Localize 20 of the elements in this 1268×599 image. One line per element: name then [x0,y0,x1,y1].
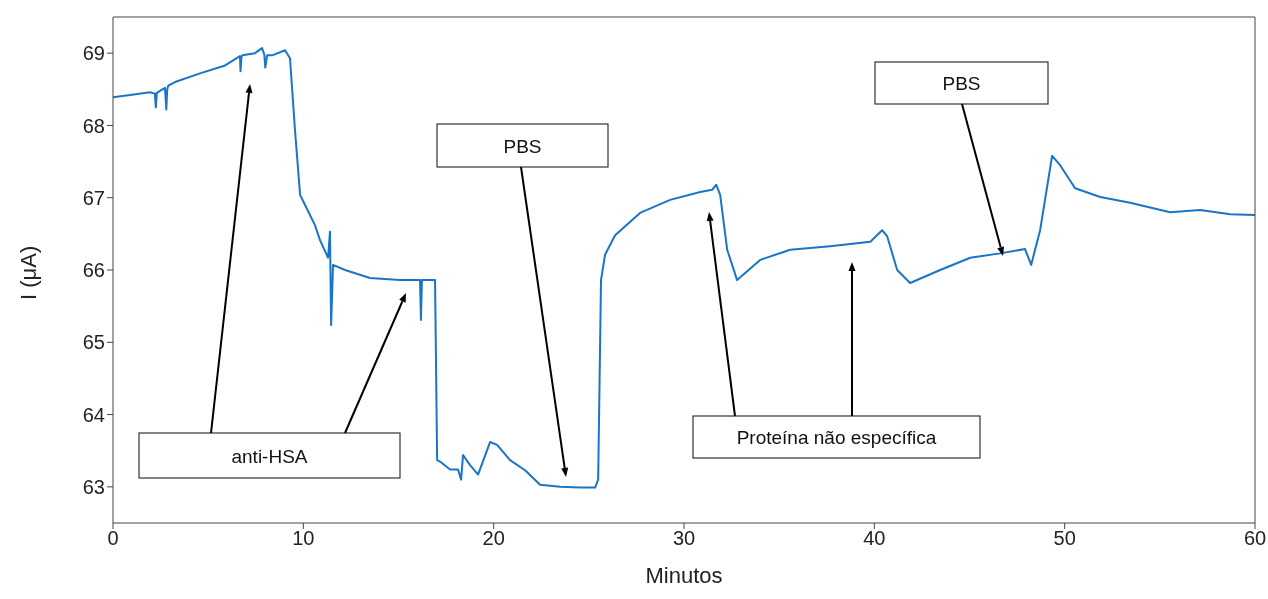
x-tick-label: 40 [863,527,886,550]
annotation: PBS [942,73,981,94]
y-tick-label: 65 [82,331,105,354]
x-tick-label: 50 [1053,527,1076,550]
x-tick-label: 0 [107,527,119,550]
y-tick-label: 68 [82,114,105,137]
y-tick-label: 66 [82,259,105,282]
annotation: anti-HSA [231,445,308,467]
y-tick-label: 63 [82,475,105,498]
x-tick-label: 60 [1243,527,1267,550]
y-tick-label: 67 [82,186,105,209]
y-axis-title: I (μA) [15,245,41,300]
x-tick-label: 20 [482,527,505,550]
x-tick-label: 30 [672,527,696,550]
y-tick-label: 64 [82,403,105,426]
x-tick-label: 10 [292,527,315,550]
y-tick-label: 69 [82,42,105,65]
annotation: Proteína não específica [736,427,937,448]
annotation: PBS [503,135,542,157]
x-axis-title: Minutos [645,563,723,588]
